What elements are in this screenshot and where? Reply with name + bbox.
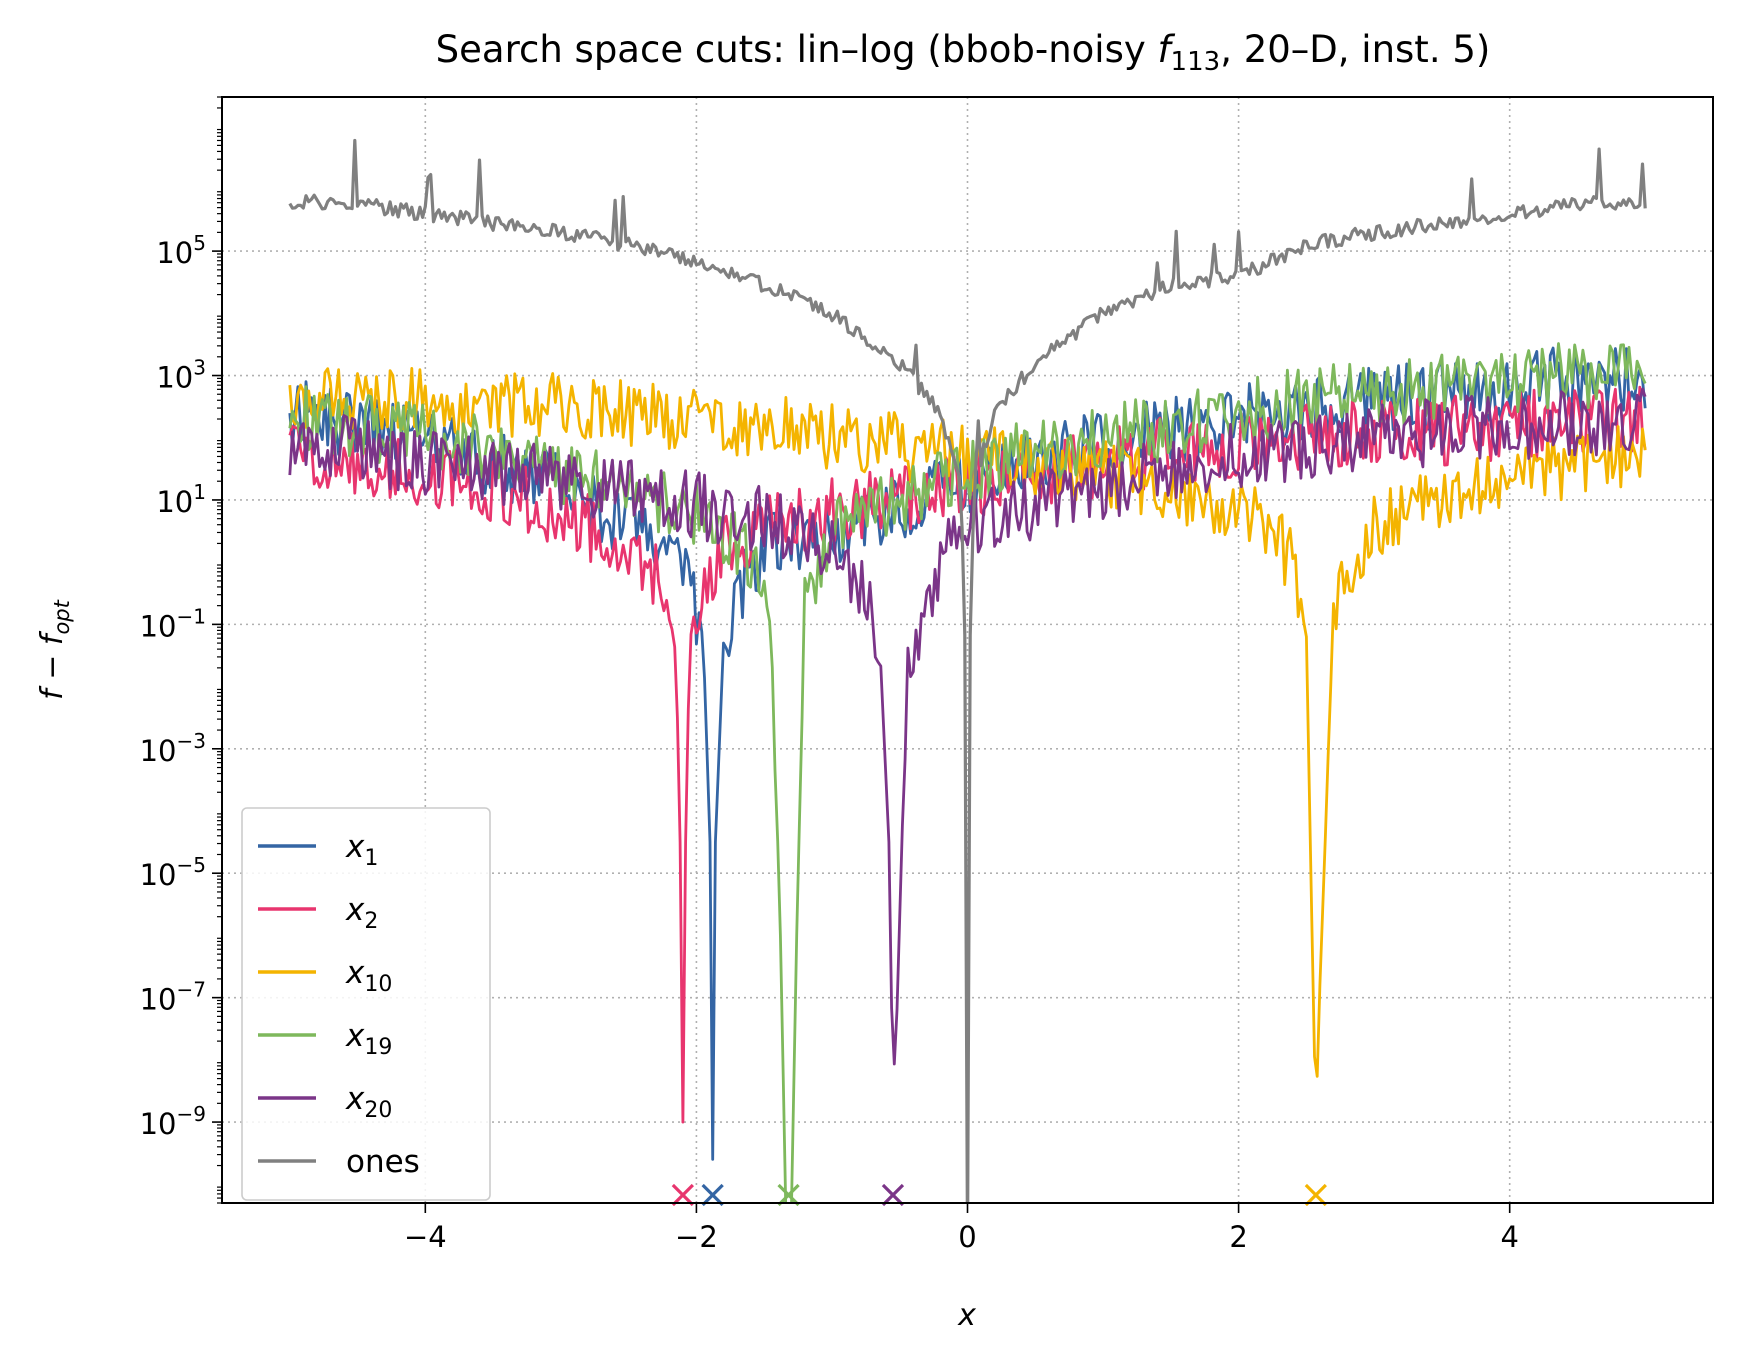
plot-area (288, 138, 1647, 1203)
x-tick-label: 0 (958, 1220, 976, 1254)
optimum-marker (777, 1183, 800, 1207)
legend-label: x2 (345, 892, 378, 934)
optimum-marker (1304, 1183, 1327, 1207)
legend-entry: x10 (258, 955, 392, 997)
x-tick-label: −2 (675, 1220, 718, 1254)
legend-label: x1 (345, 829, 378, 871)
chart-title-prefix: Search space cuts: lin–log (bbob-noisy (436, 28, 1158, 71)
x-tick-label: 2 (1229, 1220, 1247, 1254)
optimum-marker (671, 1183, 694, 1207)
legend-label: x10 (345, 955, 392, 997)
series-line-x20 (288, 387, 1647, 1066)
legend-box (241, 807, 491, 1201)
legend-label: x20 (345, 1081, 392, 1123)
y-tick-label: 10−9 (140, 1102, 206, 1141)
x-tick-label: −4 (404, 1220, 447, 1254)
y-tick-label: 10−5 (140, 853, 206, 892)
legend-entry: x1 (258, 829, 378, 871)
y-axis-label-subscript: opt (50, 599, 74, 634)
chart-title-function-subscript: 113 (1171, 47, 1221, 77)
legend-entry: x19 (258, 1018, 392, 1060)
legend-entry: x2 (258, 892, 378, 934)
y-tick-label: 103 (156, 356, 206, 395)
chart-title-suffix: , 20–D, inst. 5) (1220, 28, 1490, 71)
optimum-markers (671, 1183, 1327, 1207)
series-line-x10 (288, 367, 1647, 1078)
legend-entry: ones (258, 1144, 420, 1180)
x-axis-label: x (957, 1298, 976, 1333)
y-axis-label: f − fopt (35, 599, 74, 700)
legend-label: x19 (345, 1018, 392, 1060)
x-tick-label: 4 (1500, 1220, 1518, 1254)
y-tick-label: 10−1 (140, 604, 206, 643)
y-tick-label: 105 (156, 231, 206, 270)
legend-label: ones (346, 1144, 420, 1180)
y-tick-label: 10−3 (140, 729, 206, 768)
y-tick-label: 101 (156, 480, 206, 519)
x-axis: −4 −2 0 2 4 (404, 1203, 1519, 1254)
legend-entry: x20 (258, 1081, 392, 1123)
optimum-marker (881, 1183, 905, 1207)
y-axis-label-main: f − f (35, 630, 70, 700)
series-line-ones (288, 138, 1647, 1203)
legend: x1 x2 x10 x19 x20 ones (241, 807, 491, 1201)
chart-title: Search space cuts: lin–log (bbob-noisy f… (436, 28, 1491, 77)
y-tick-label: 10−7 (140, 978, 206, 1017)
y-axis: 105 103 101 10−1 10−3 10−5 10−7 10−9 (140, 96, 222, 1204)
optimum-marker (701, 1183, 724, 1207)
